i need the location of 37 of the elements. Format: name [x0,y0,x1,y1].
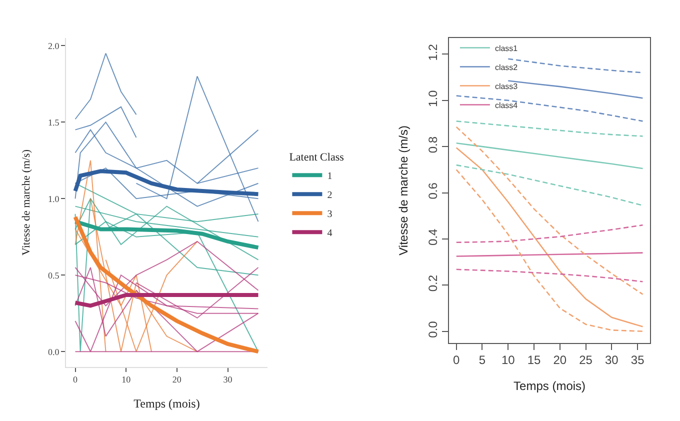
x-tick-label: 30 [223,374,233,385]
legend-label: 4 [327,228,332,240]
x-tick-label: 35 [630,353,645,368]
x-axis-title: Temps (mois) [514,379,586,394]
x-tick-label: 30 [605,353,619,368]
x-tick-label: 10 [122,374,132,385]
y-tick-label: 0.0 [426,320,440,338]
y-tick-label: 2.0 [48,40,60,51]
x-tick-label: 5 [478,353,486,368]
y-tick-label: 0.5 [48,270,60,280]
x-tick-label: 25 [579,353,593,368]
y-tick-label: 0.6 [426,182,440,200]
x-tick-label: 20 [553,353,567,368]
x-tick-label: 10 [501,353,516,368]
legend-title: Latent Class [289,152,344,164]
y-tick-label: 0.4 [426,228,440,246]
x-tick-label: 15 [527,353,542,368]
x-tick-label: 0 [453,353,460,368]
legend-label: class1 [494,44,518,53]
y-tick-label: 0.2 [426,274,440,292]
y-tick-label: 0.8 [426,136,440,154]
y-tick-label: 1.0 [426,90,440,107]
legend-label: 1 [327,171,332,182]
legend-label: class2 [494,62,518,72]
x-axis-title: Temps (mois) [134,396,200,411]
legend-label: class4 [494,100,518,110]
y-tick-label: 1.5 [48,117,60,128]
y-tick-label: 1.0 [48,194,60,204]
y-axis-title: Vitesse de marche (m/s) [20,149,33,256]
y-tick-label: 1.2 [426,44,440,61]
legend-label: 2 [327,190,332,202]
y-axis-title: Vitesse de marche (m/s) [396,126,410,256]
x-tick-label: 0 [73,374,78,385]
x-tick-label: 20 [172,374,182,385]
y-tick-label: 0.0 [48,346,60,357]
legend-label: class3 [494,82,518,91]
legend-label: 3 [327,209,332,220]
